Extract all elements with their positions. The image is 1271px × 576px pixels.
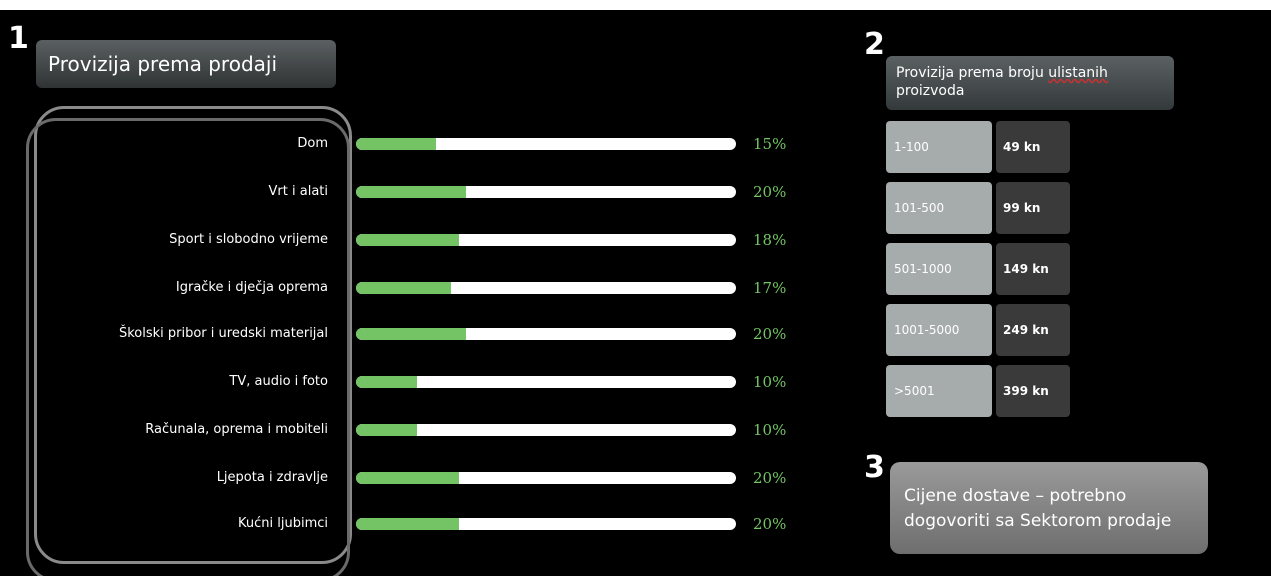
- section-2-title-suffix: proizvoda: [896, 83, 965, 99]
- tier-price: 99 kn: [996, 182, 1070, 234]
- commission-bar: [356, 424, 736, 436]
- commission-bar: [356, 234, 736, 246]
- tier-price: 399 kn: [996, 365, 1070, 417]
- category-row: TV, audio i foto 10%: [0, 372, 800, 392]
- tier-range: 1001-5000: [886, 304, 992, 356]
- commission-bar: [356, 328, 736, 340]
- delivery-note-line-2: dogovoriti sa Sektorom prodaje: [904, 511, 1172, 531]
- section-2-title-prefix: Provizija prema broju: [896, 65, 1049, 81]
- section-3-number: 3: [864, 450, 885, 485]
- category-label: Sport i slobodno vrijeme: [169, 232, 328, 247]
- category-row: Igračke i dječja oprema 17%: [0, 278, 800, 298]
- category-row: Kućni ljubimci 20%: [0, 514, 800, 534]
- commission-bar-fill: [356, 376, 417, 388]
- commission-bar: [356, 376, 736, 388]
- category-label: Vrt i alati: [268, 184, 328, 199]
- listing-tier: 1-100 49 kn: [886, 121, 1070, 173]
- commission-bar: [356, 282, 736, 294]
- commission-bar-fill: [356, 518, 459, 530]
- commission-bar-fill: [356, 282, 451, 294]
- section-1-number: 1: [8, 21, 29, 56]
- commission-percent: 10%: [753, 421, 787, 439]
- tier-price: 49 kn: [996, 121, 1070, 173]
- commission-percent: 17%: [753, 279, 787, 297]
- section-2-title-underlined: ulistanih: [1048, 65, 1108, 81]
- category-row: Ljepota i zdravlje 20%: [0, 468, 800, 488]
- category-label: Kućni ljubimci: [238, 516, 328, 531]
- commission-percent: 10%: [753, 373, 787, 391]
- commission-bar-fill: [356, 328, 467, 340]
- tier-price: 249 kn: [996, 304, 1070, 356]
- category-label: Igračke i dječja oprema: [175, 280, 328, 295]
- commission-bar-fill: [356, 424, 417, 436]
- listing-tier: 101-500 99 kn: [886, 182, 1070, 234]
- delivery-note-line-1: Cijene dostave – potrebno: [904, 486, 1127, 506]
- category-row: Vrt i alati 20%: [0, 182, 800, 202]
- slide: 1 Provizija prema prodaji Dom 15% Vrt i …: [0, 10, 1271, 576]
- tier-range: 1-100: [886, 121, 992, 173]
- category-row: Sport i slobodno vrijeme 18%: [0, 230, 800, 250]
- delivery-note-box: Cijene dostave – potrebno dogovoriti sa …: [890, 462, 1208, 554]
- commission-percent: 20%: [753, 469, 787, 487]
- commission-bar: [356, 138, 736, 150]
- commission-bar: [356, 186, 736, 198]
- category-row: Školski pribor i uredski materijal 20%: [0, 324, 800, 344]
- tier-range: 101-500: [886, 182, 992, 234]
- category-row: Dom 15%: [0, 134, 800, 154]
- listing-tier: >5001 399 kn: [886, 365, 1070, 417]
- commission-bar: [356, 518, 736, 530]
- commission-bar-fill: [356, 234, 459, 246]
- commission-bar-fill: [356, 138, 436, 150]
- commission-percent: 18%: [753, 231, 787, 249]
- category-label: Ljepota i zdravlje: [216, 470, 328, 485]
- tier-price: 149 kn: [996, 243, 1070, 295]
- commission-bar-fill: [356, 472, 459, 484]
- section-1-title: Provizija prema prodaji: [36, 40, 336, 88]
- commission-bar: [356, 472, 736, 484]
- tier-range: >5001: [886, 365, 992, 417]
- commission-bar-fill: [356, 186, 467, 198]
- commission-percent: 20%: [753, 183, 787, 201]
- category-label: Dom: [297, 136, 328, 151]
- category-label: Računala, oprema i mobiteli: [145, 422, 328, 437]
- listing-tier: 501-1000 149 kn: [886, 243, 1070, 295]
- tier-range: 501-1000: [886, 243, 992, 295]
- category-row: Računala, oprema i mobiteli 10%: [0, 420, 800, 440]
- listing-tier: 1001-5000 249 kn: [886, 304, 1070, 356]
- category-frame-outline-back: [26, 118, 350, 576]
- category-label: TV, audio i foto: [229, 374, 328, 389]
- category-frame-outline: [34, 106, 352, 564]
- commission-percent: 15%: [753, 135, 787, 153]
- category-label: Školski pribor i uredski materijal: [118, 326, 328, 341]
- section-2-number: 2: [864, 27, 885, 62]
- section-2-title: Provizija prema broju ulistanih proizvod…: [886, 56, 1174, 110]
- commission-percent: 20%: [753, 515, 787, 533]
- commission-percent: 20%: [753, 325, 787, 343]
